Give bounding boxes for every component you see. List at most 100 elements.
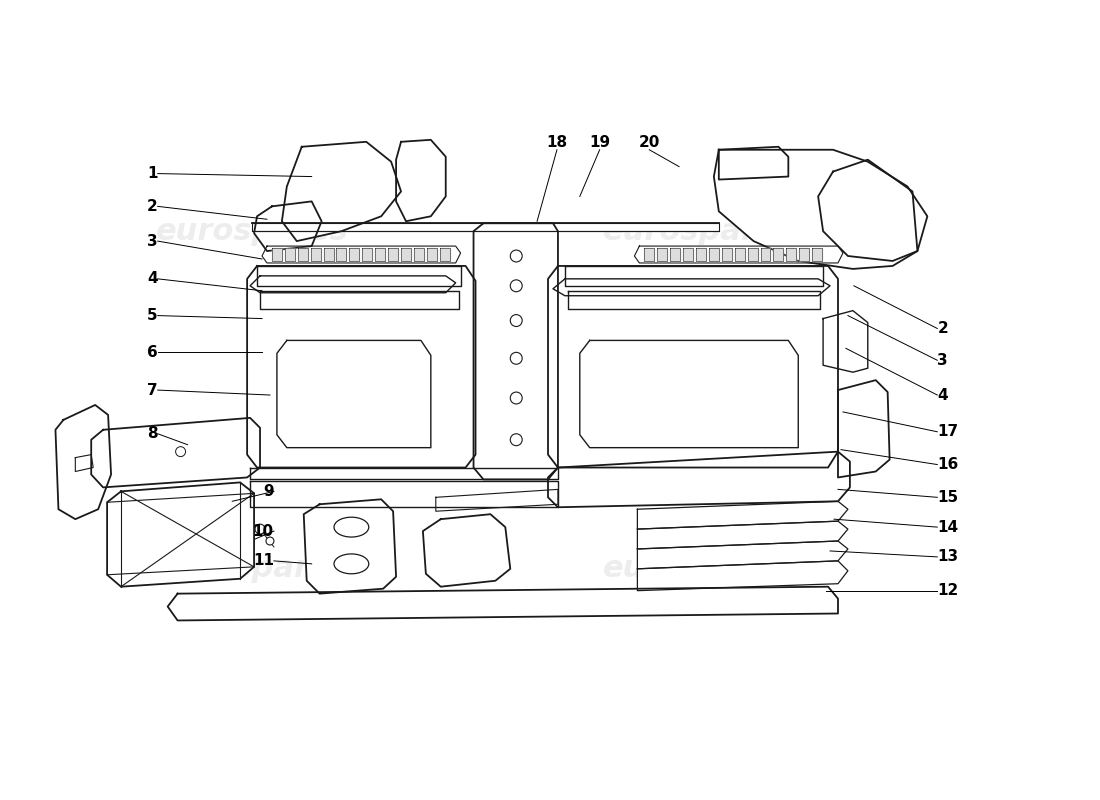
- Polygon shape: [436, 490, 558, 511]
- Polygon shape: [107, 482, 254, 586]
- Polygon shape: [298, 248, 308, 261]
- Polygon shape: [823, 310, 868, 372]
- Polygon shape: [696, 248, 706, 261]
- Polygon shape: [282, 142, 402, 241]
- Polygon shape: [422, 514, 510, 586]
- Polygon shape: [304, 499, 396, 594]
- Text: 9: 9: [263, 484, 274, 499]
- Polygon shape: [375, 248, 385, 261]
- Polygon shape: [260, 290, 459, 309]
- Text: 5: 5: [147, 308, 157, 323]
- Polygon shape: [760, 248, 770, 261]
- Polygon shape: [553, 279, 830, 296]
- Polygon shape: [658, 248, 668, 261]
- Text: 4: 4: [147, 271, 157, 286]
- Text: eurospares: eurospares: [156, 217, 349, 246]
- Polygon shape: [708, 248, 718, 261]
- Polygon shape: [248, 266, 475, 467]
- Polygon shape: [396, 140, 446, 222]
- Polygon shape: [812, 248, 822, 261]
- Polygon shape: [362, 248, 372, 261]
- Polygon shape: [773, 248, 783, 261]
- Text: 14: 14: [937, 520, 958, 534]
- Polygon shape: [800, 248, 810, 261]
- Polygon shape: [637, 521, 848, 549]
- Polygon shape: [323, 248, 333, 261]
- Text: 12: 12: [937, 583, 958, 598]
- Circle shape: [510, 392, 522, 404]
- Circle shape: [255, 524, 265, 534]
- Polygon shape: [91, 418, 260, 487]
- Ellipse shape: [334, 517, 368, 537]
- Text: 11: 11: [253, 554, 274, 568]
- Text: 3: 3: [147, 234, 157, 249]
- Polygon shape: [714, 150, 927, 269]
- Polygon shape: [818, 160, 917, 261]
- Polygon shape: [637, 541, 848, 569]
- Polygon shape: [285, 248, 295, 261]
- Circle shape: [510, 352, 522, 364]
- Polygon shape: [350, 248, 360, 261]
- Circle shape: [266, 537, 274, 545]
- Circle shape: [510, 434, 522, 446]
- Text: 2: 2: [937, 321, 948, 336]
- Polygon shape: [252, 223, 718, 231]
- Polygon shape: [250, 276, 455, 293]
- Polygon shape: [250, 482, 558, 507]
- Text: 13: 13: [937, 550, 958, 565]
- Polygon shape: [748, 248, 758, 261]
- Text: 16: 16: [937, 457, 958, 472]
- Polygon shape: [167, 586, 838, 621]
- Text: eurospares: eurospares: [603, 217, 795, 246]
- Polygon shape: [565, 266, 823, 286]
- Polygon shape: [838, 380, 890, 478]
- Polygon shape: [670, 248, 680, 261]
- Polygon shape: [262, 246, 461, 263]
- Text: 17: 17: [937, 424, 958, 439]
- Polygon shape: [580, 341, 799, 448]
- Polygon shape: [254, 202, 321, 251]
- Polygon shape: [645, 248, 654, 261]
- Polygon shape: [735, 248, 745, 261]
- Text: 8: 8: [147, 426, 157, 442]
- Text: 3: 3: [937, 353, 948, 368]
- Polygon shape: [388, 248, 398, 261]
- Text: eurospares: eurospares: [603, 554, 795, 583]
- Text: 20: 20: [639, 134, 660, 150]
- Text: 19: 19: [590, 134, 610, 150]
- Polygon shape: [635, 246, 843, 263]
- Polygon shape: [250, 467, 558, 479]
- Text: 2: 2: [147, 199, 157, 214]
- Text: 1: 1: [147, 166, 157, 181]
- Polygon shape: [55, 405, 111, 519]
- Polygon shape: [414, 248, 424, 261]
- Polygon shape: [75, 454, 94, 471]
- Polygon shape: [310, 248, 320, 261]
- Polygon shape: [257, 266, 461, 286]
- Polygon shape: [637, 502, 848, 529]
- Text: 10: 10: [253, 523, 274, 538]
- Polygon shape: [722, 248, 732, 261]
- Circle shape: [510, 314, 522, 326]
- Polygon shape: [402, 248, 411, 261]
- Polygon shape: [337, 248, 346, 261]
- Text: eurospares: eurospares: [156, 554, 349, 583]
- Text: 6: 6: [147, 345, 157, 360]
- Circle shape: [510, 250, 522, 262]
- Circle shape: [510, 280, 522, 292]
- Polygon shape: [277, 341, 431, 448]
- Polygon shape: [718, 146, 789, 179]
- Text: 4: 4: [937, 387, 948, 402]
- Polygon shape: [568, 290, 821, 309]
- Ellipse shape: [334, 554, 368, 574]
- Text: 15: 15: [937, 490, 958, 505]
- Polygon shape: [683, 248, 693, 261]
- Polygon shape: [440, 248, 450, 261]
- Polygon shape: [272, 248, 282, 261]
- Polygon shape: [473, 223, 558, 479]
- Polygon shape: [637, 561, 848, 590]
- Circle shape: [176, 446, 186, 457]
- Text: 7: 7: [147, 382, 157, 398]
- Polygon shape: [427, 248, 437, 261]
- Text: 18: 18: [547, 134, 568, 150]
